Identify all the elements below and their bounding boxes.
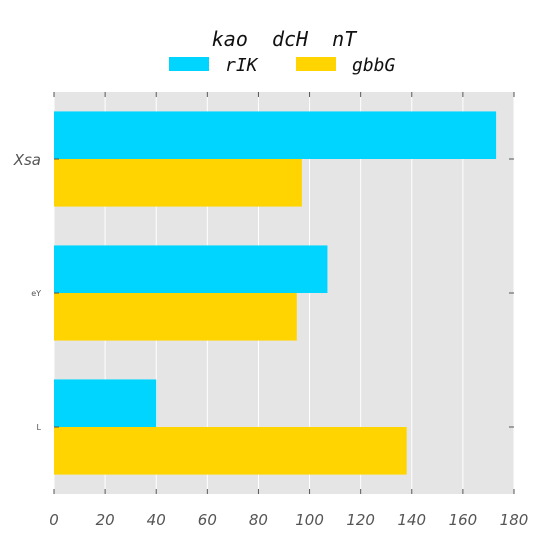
x-tick-label: 160	[449, 511, 478, 529]
x-tick-label: 40	[147, 511, 166, 529]
bar-Xsa-rIK	[54, 111, 497, 159]
bar-L-rIK	[54, 379, 157, 427]
x-tick-label: 80	[249, 511, 268, 529]
x-tick-label: 0	[49, 511, 59, 529]
legend-label-series-2: gbbG	[352, 55, 396, 76]
bar-eY-gbbG	[54, 293, 297, 341]
legend-label-series-1: rIK	[225, 55, 259, 76]
x-tick-label: 140	[397, 511, 426, 529]
chart-title: kao dcH nT	[212, 27, 358, 51]
x-tick-label: 60	[198, 511, 217, 529]
x-tick-label: 100	[295, 511, 324, 529]
y-tick-label: Xsa	[13, 151, 41, 169]
y-tick-label: eY	[31, 289, 41, 298]
x-tick-label: 120	[346, 511, 375, 529]
legend-swatch-series-1	[169, 57, 209, 71]
legend: rIK gbbG	[169, 55, 396, 76]
x-tick-label: 20	[96, 511, 115, 529]
y-axis: Xsa eY L	[13, 151, 514, 432]
bar-eY-rIK	[54, 245, 328, 293]
bar-Xsa-gbbG	[54, 159, 302, 207]
x-axis: 0 20 40 60 80 100 120 140 160 180	[49, 92, 528, 529]
bars	[54, 111, 497, 475]
bar-L-gbbG	[54, 427, 407, 475]
x-tick-label: 180	[500, 511, 529, 529]
legend-swatch-series-2	[296, 57, 336, 71]
y-tick-label: L	[37, 423, 42, 432]
